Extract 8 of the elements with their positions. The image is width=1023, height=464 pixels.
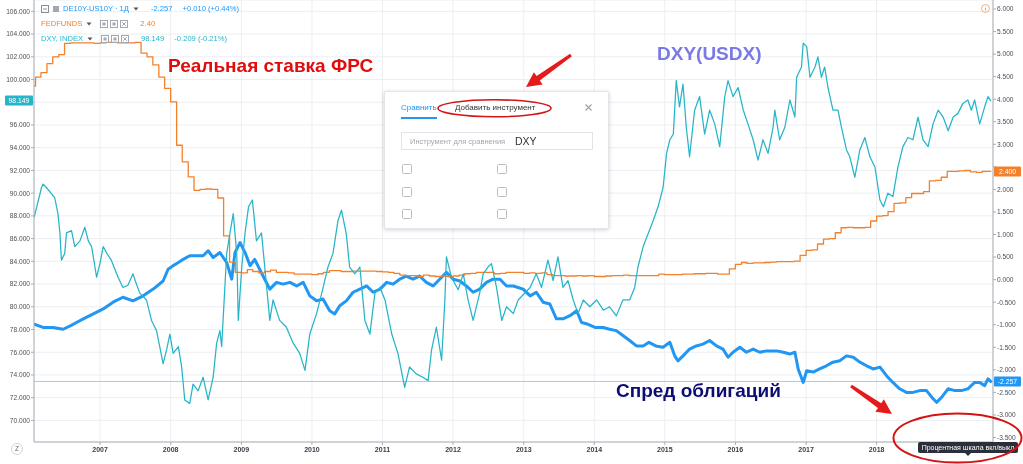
annotation: Реальная ставка ФРС bbox=[168, 55, 374, 76]
line-series bbox=[34, 42, 992, 404]
annotation: Сравнить bbox=[401, 103, 437, 119]
annotation: DXY bbox=[515, 135, 537, 147]
annotation: Спред облигаций bbox=[616, 380, 781, 401]
line-series bbox=[34, 241, 993, 404]
annotation: Добавить инструмент bbox=[455, 103, 536, 113]
annotation: DXY(USDX) bbox=[657, 43, 762, 64]
